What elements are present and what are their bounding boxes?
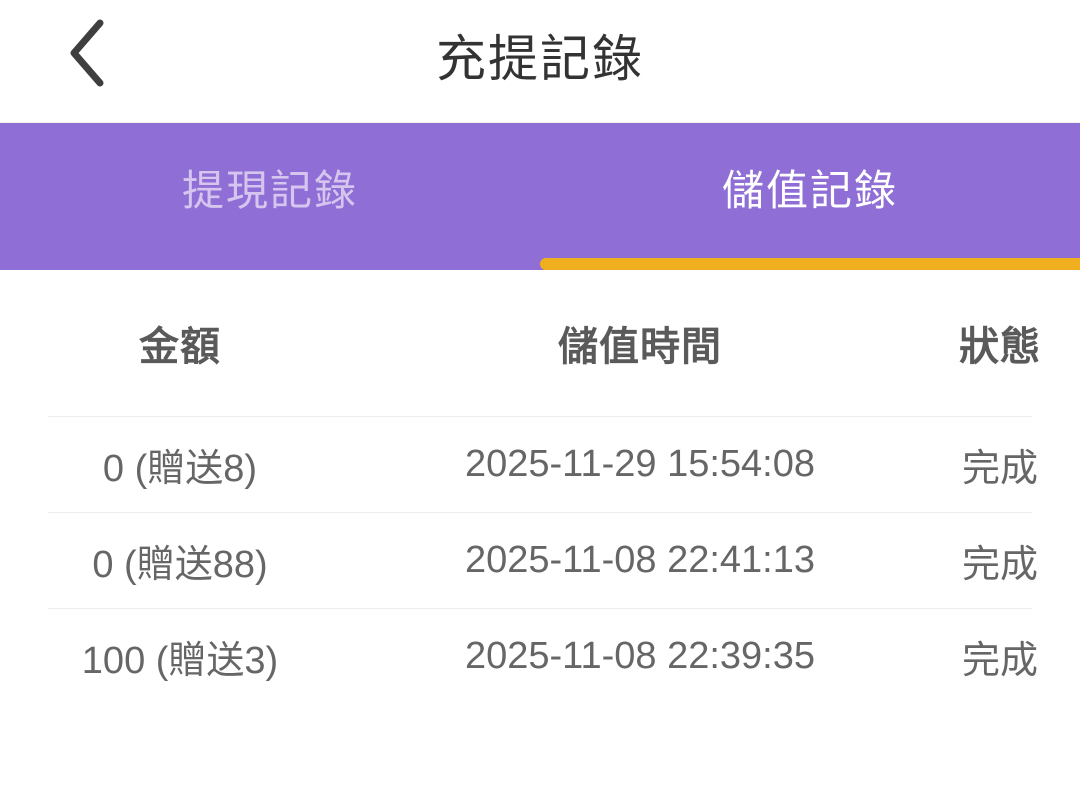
table-row[interactable]: 0 (贈送8) 2025-11-29 15:54:08 完成 xyxy=(0,416,1080,512)
column-header-amount: 金額 xyxy=(139,325,221,369)
cell-time: 2025-11-08 22:41:13 xyxy=(464,538,816,581)
cell-status: 完成 xyxy=(961,447,1038,490)
chevron-left-icon xyxy=(64,17,110,89)
table-row[interactable]: 0 (贈送88) 2025-11-08 22:41:13 完成 xyxy=(0,512,1080,608)
app-header: 充提記錄 xyxy=(0,0,1080,123)
cell-status: 完成 xyxy=(961,543,1038,586)
tab-withdraw-record[interactable]: 提現記錄 xyxy=(0,123,540,270)
tab-withdraw-record-label: 提現記錄 xyxy=(181,166,358,214)
cell-time: 2025-11-08 22:39:35 xyxy=(464,634,816,677)
tab-deposit-record-label: 儲值記錄 xyxy=(721,166,898,214)
active-tab-indicator xyxy=(540,258,1080,270)
table-header-row: 金額 儲值時間 狀態 xyxy=(0,270,1080,416)
column-header-status: 狀態 xyxy=(959,325,1041,369)
page-title: 充提記錄 xyxy=(436,31,644,87)
cell-time: 2025-11-29 15:54:08 xyxy=(464,442,816,485)
column-header-time: 儲值時間 xyxy=(558,325,722,369)
cell-amount: 0 (贈送88) xyxy=(92,543,268,586)
table-row[interactable]: 100 (贈送3) 2025-11-08 22:39:35 完成 xyxy=(0,608,1080,704)
cell-amount: 0 (贈送8) xyxy=(102,447,258,490)
tab-bar: 提現記錄 儲值記錄 xyxy=(0,123,1080,270)
record-table: 金額 儲值時間 狀態 0 (贈送8) 2025-11-29 15:54:08 完… xyxy=(0,270,1080,704)
tab-deposit-record[interactable]: 儲值記錄 xyxy=(540,123,1080,270)
cell-status: 完成 xyxy=(961,639,1038,682)
back-button[interactable] xyxy=(42,8,132,98)
cell-amount: 100 (贈送3) xyxy=(81,639,279,682)
